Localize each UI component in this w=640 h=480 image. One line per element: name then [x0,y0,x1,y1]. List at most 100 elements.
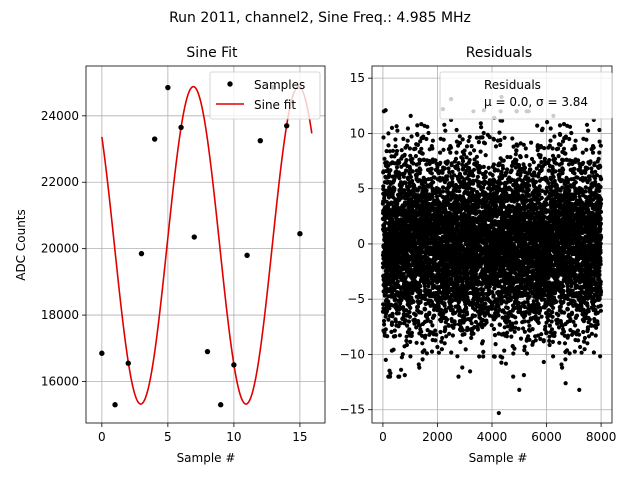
residual-point [387,306,392,311]
residual-point [480,135,485,140]
residual-point [456,374,461,379]
residual-point [500,166,506,171]
residual-point [418,158,423,163]
residual-point [498,142,503,148]
residual-point [398,196,403,201]
residual-point [483,301,488,306]
residual-point [433,158,438,163]
residual-point [401,312,406,317]
residual-point [389,320,395,325]
residual-point [514,148,519,153]
residual-point [409,333,414,338]
residual-point [424,188,429,193]
residual-point [443,309,449,314]
residual-point [505,330,510,335]
residual-point [407,171,412,176]
residual-point [394,124,399,129]
residual-point [460,137,465,142]
residual-point [435,344,440,350]
residual-point [438,160,443,165]
residual-point [421,134,426,139]
residual-point [403,318,408,323]
residual-point [408,354,413,359]
residual-point [427,310,432,315]
residual-point [394,165,400,170]
residual-point [386,317,391,322]
residual-point [409,134,414,139]
residual-point [495,168,500,173]
residual-point [509,334,514,339]
residual-point [390,148,396,153]
residual-point [453,156,459,161]
residual-point [410,156,415,161]
residual-point [450,333,455,338]
residual-point [404,158,409,163]
residual-point [505,167,510,172]
residual-point [383,220,388,225]
residual-point [395,128,400,133]
residual-point [432,313,437,318]
residual-point [483,169,488,175]
residual-point [388,168,393,173]
sample-point [178,124,184,131]
residual-point [427,288,433,293]
residual-point [411,161,416,166]
sine-fit-xtick-label: 5 [164,430,172,444]
residual-point [512,346,517,351]
sample-point [125,360,131,366]
residual-point [419,310,424,315]
residual-point [417,171,422,176]
residual-point [504,334,509,339]
residual-point [493,144,499,149]
residual-point [492,354,497,359]
residual-point [403,208,408,213]
sample-point [138,250,145,257]
residual-point [468,151,473,156]
residual-point [487,135,492,140]
residual-point [413,312,418,318]
residual-point [418,167,423,172]
sine-fit-frame [85,65,326,424]
residual-point [479,125,484,130]
residual-point [475,174,480,179]
residual-point [496,313,501,318]
residual-point [415,132,420,137]
residual-point [429,349,435,354]
residual-point [417,323,422,328]
residual-point [389,154,394,159]
residual-point [439,347,444,352]
residual-point [405,323,410,328]
residual-point [425,317,430,322]
residual-point [501,158,506,163]
sine-fit-xtick-label: 15 [292,430,307,444]
residual-point [443,327,448,332]
residual-point [497,130,502,135]
legend-samples-marker [227,81,233,87]
sample-point [151,136,158,142]
residual-point [478,149,483,154]
residual-point [409,330,414,335]
residual-point [415,123,420,128]
residual-point [402,204,407,209]
residual-point [449,350,454,355]
residual-point [481,130,486,136]
residual-point [428,319,433,324]
residual-point [444,317,450,322]
residual-point [468,369,473,374]
residual-point [422,348,427,353]
residual-point [408,339,413,344]
residual-point [460,159,466,164]
residual-point [389,329,394,334]
residual-point [454,150,459,155]
residual-point [469,321,474,326]
residual-point [514,320,519,325]
residual-point [419,122,424,127]
residual-point [430,323,435,328]
residual-point [481,354,486,359]
residual-point [512,329,517,334]
sample-point [231,362,237,368]
sine-fit-ytick-label: 24000 [41,109,79,123]
residual-point [469,335,474,340]
residual-point [399,367,404,372]
residual-point [480,339,485,344]
